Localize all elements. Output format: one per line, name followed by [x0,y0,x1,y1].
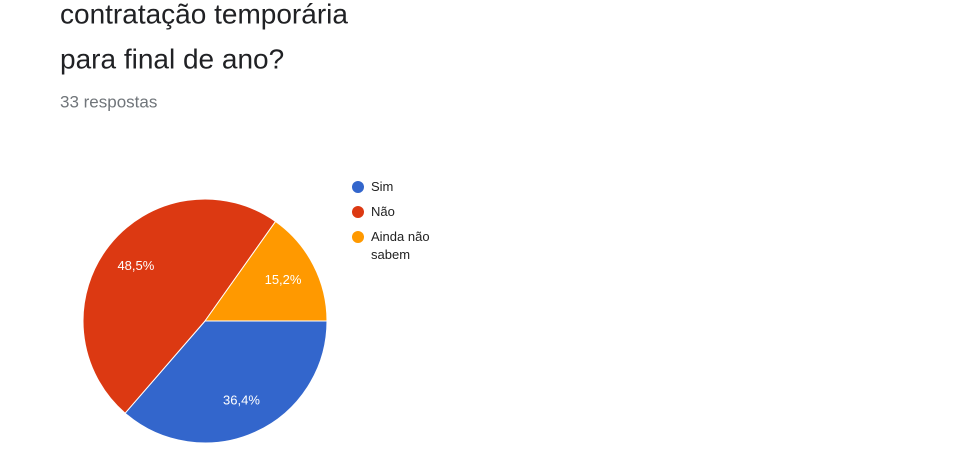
legend-item: Não [352,203,462,221]
legend-label: Sim [371,179,394,194]
pie-slice [204,220,328,322]
legend-swatch [352,206,364,218]
title-line: para final de ano? [60,43,284,74]
legend-swatch [352,231,364,243]
slice-label: 15,2% [265,272,302,287]
legend-item: Sim [352,178,462,196]
slice-label: 36,4% [223,392,260,407]
subtitle: 33 respostas [60,92,157,111]
legend: Sim Não Ainda não sabem [352,178,462,271]
legend-label: Não [371,204,395,219]
slice-label: 48,5% [117,258,154,273]
legend-swatch [352,181,364,193]
pie: 36,4% 48,5% 15,2% [82,198,328,444]
pie-slice [82,198,277,414]
pie-slice [124,320,328,444]
legend-item: Ainda não sabem [352,228,462,264]
title-line: contratação temporária [60,0,348,29]
legend-label: Ainda não sabem [371,229,430,262]
